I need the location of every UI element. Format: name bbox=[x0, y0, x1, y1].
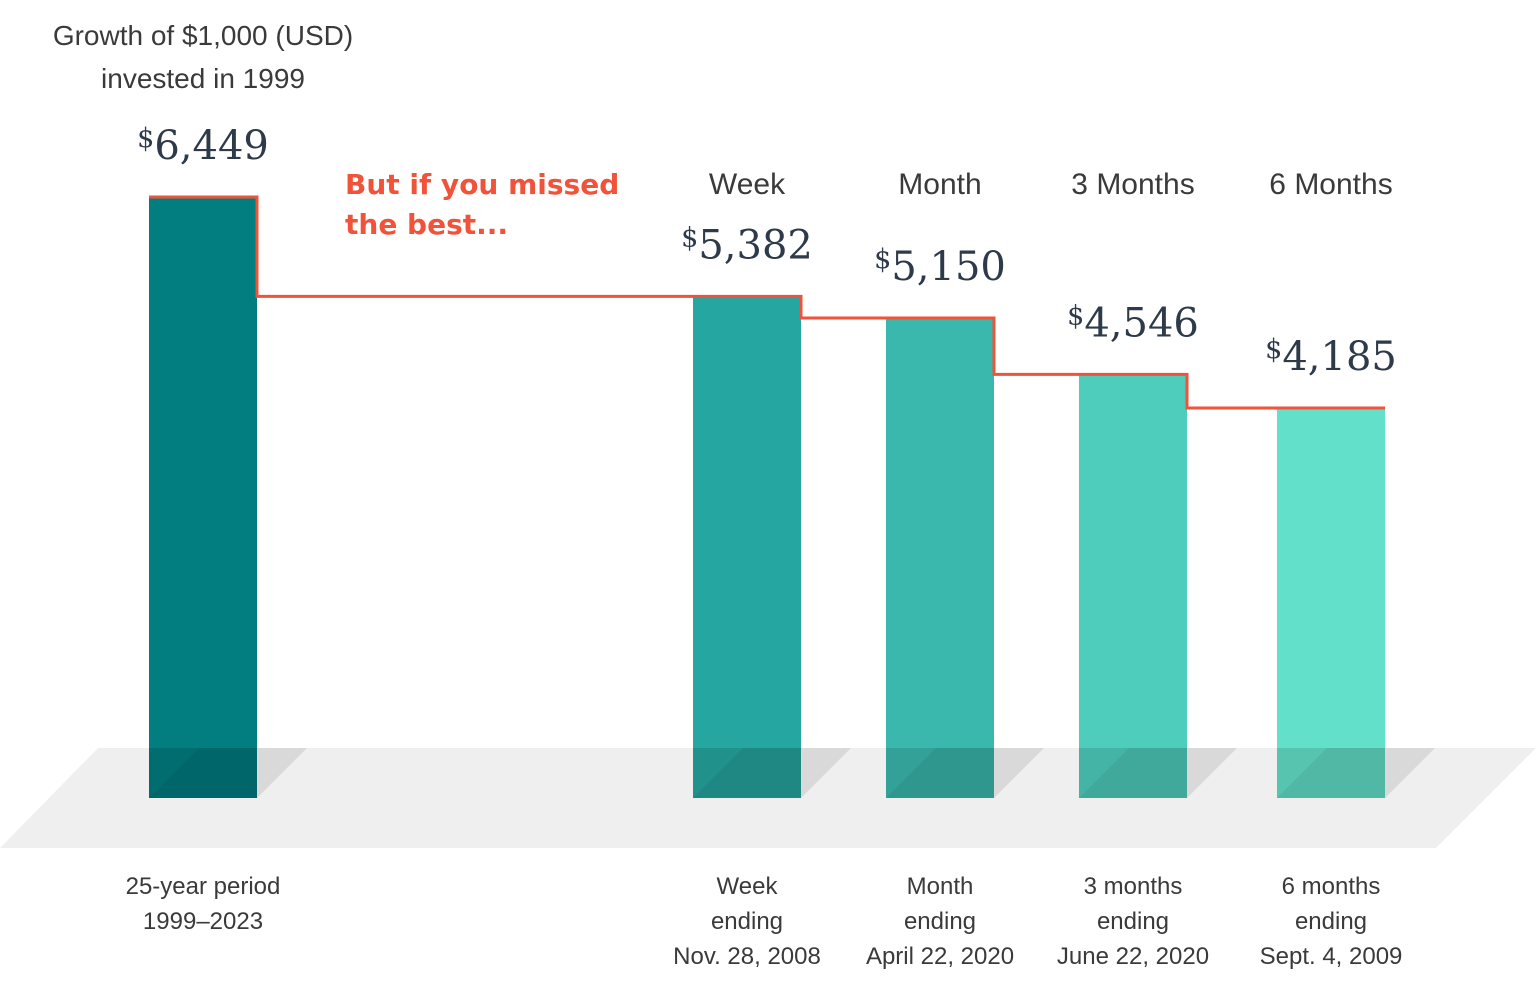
value-label-6-months: $4,185 bbox=[1265, 334, 1397, 380]
bar-shadows bbox=[257, 748, 1435, 798]
category-label-month-line-3: April 22, 2020 bbox=[866, 943, 1014, 970]
category-label-month-line-2: ending bbox=[904, 908, 976, 935]
value-label-3-months: $4,546 bbox=[1067, 300, 1199, 346]
bar-6-months bbox=[1277, 407, 1385, 798]
category-label-6-months-line-2: ending bbox=[1295, 908, 1367, 935]
category-label-6-months-line-1: 6 months bbox=[1282, 873, 1381, 900]
category-label-3-months-line-1: 3 months bbox=[1084, 873, 1183, 900]
category-label-month-line-1: Month bbox=[907, 873, 974, 900]
category-label-6-months-line-3: Sept. 4, 2009 bbox=[1260, 943, 1403, 970]
bar-floor-band-week bbox=[693, 748, 801, 798]
bars bbox=[149, 197, 1385, 798]
bar-shadow-week bbox=[801, 748, 851, 798]
bar-floor-facet-6-months bbox=[1277, 748, 1385, 798]
bar-shadow-month bbox=[994, 748, 1044, 798]
value-currency-3-months: $ bbox=[1067, 300, 1084, 331]
category-label-25-year-line-1: 25-year period bbox=[126, 873, 281, 900]
bar-floor-facet-month bbox=[886, 748, 994, 798]
bar-floor-band-6-months bbox=[1277, 748, 1385, 798]
bar-floor-overlays bbox=[149, 748, 1385, 798]
category-label-25-year-line-2: 1999–2023 bbox=[143, 908, 263, 935]
value-label-month: $5,150 bbox=[874, 244, 1006, 290]
bar-floor-band-25-year bbox=[149, 748, 257, 798]
value-currency-month: $ bbox=[874, 244, 891, 275]
value-currency-week: $ bbox=[681, 222, 698, 253]
bar-floor-facet-25-year bbox=[149, 748, 257, 798]
category-label-week-line-3: Nov. 28, 2008 bbox=[673, 943, 821, 970]
value-number-month: 5,150 bbox=[891, 244, 1006, 290]
top-label-month: Month bbox=[898, 168, 981, 201]
bar-floor-facet-week bbox=[693, 748, 801, 798]
value-label-week: $5,382 bbox=[681, 222, 813, 268]
chart-title-line-2: invested in 1999 bbox=[101, 63, 305, 94]
bar-25-year bbox=[149, 197, 257, 798]
bar-month bbox=[886, 318, 994, 798]
bar-floor-band-3-months bbox=[1079, 748, 1187, 798]
bar-shadow-3-months bbox=[1187, 748, 1237, 798]
value-label-25-year: $6,449 bbox=[137, 123, 269, 169]
value-currency-25-year: $ bbox=[137, 123, 154, 154]
annotation-line-1: But if you missed bbox=[345, 168, 619, 201]
value-currency-6-months: $ bbox=[1265, 334, 1282, 365]
top-label-6-months: 6 Months bbox=[1269, 168, 1392, 201]
value-number-25-year: 6,449 bbox=[154, 123, 269, 169]
annotation-line-2: the best... bbox=[345, 208, 508, 241]
category-label-3-months-line-3: June 22, 2020 bbox=[1057, 943, 1209, 970]
value-number-week: 5,382 bbox=[698, 222, 813, 268]
bar-shadow-25-year bbox=[257, 748, 307, 798]
category-label-week-line-2: ending bbox=[711, 908, 783, 935]
labels: $6,449 25-year period 1999–2023 $5,382 Week W… bbox=[126, 123, 1403, 970]
chart-title-line-1: Growth of $1,000 (USD) bbox=[53, 20, 353, 51]
category-label-3-months-line-2: ending bbox=[1097, 908, 1169, 935]
bar-shadow-6-months bbox=[1385, 748, 1435, 798]
bar-3-months bbox=[1079, 374, 1187, 798]
top-label-week: Week bbox=[709, 168, 786, 201]
category-label-week-line-1: Week bbox=[717, 873, 779, 900]
bar-floor-band-month bbox=[886, 748, 994, 798]
top-label-3-months: 3 Months bbox=[1071, 168, 1194, 201]
value-number-3-months: 4,546 bbox=[1084, 300, 1199, 346]
bar-floor-facet-3-months bbox=[1079, 748, 1187, 798]
value-number-6-months: 4,185 bbox=[1282, 334, 1397, 380]
bar-week bbox=[693, 296, 801, 798]
step-line bbox=[149, 195, 1385, 410]
